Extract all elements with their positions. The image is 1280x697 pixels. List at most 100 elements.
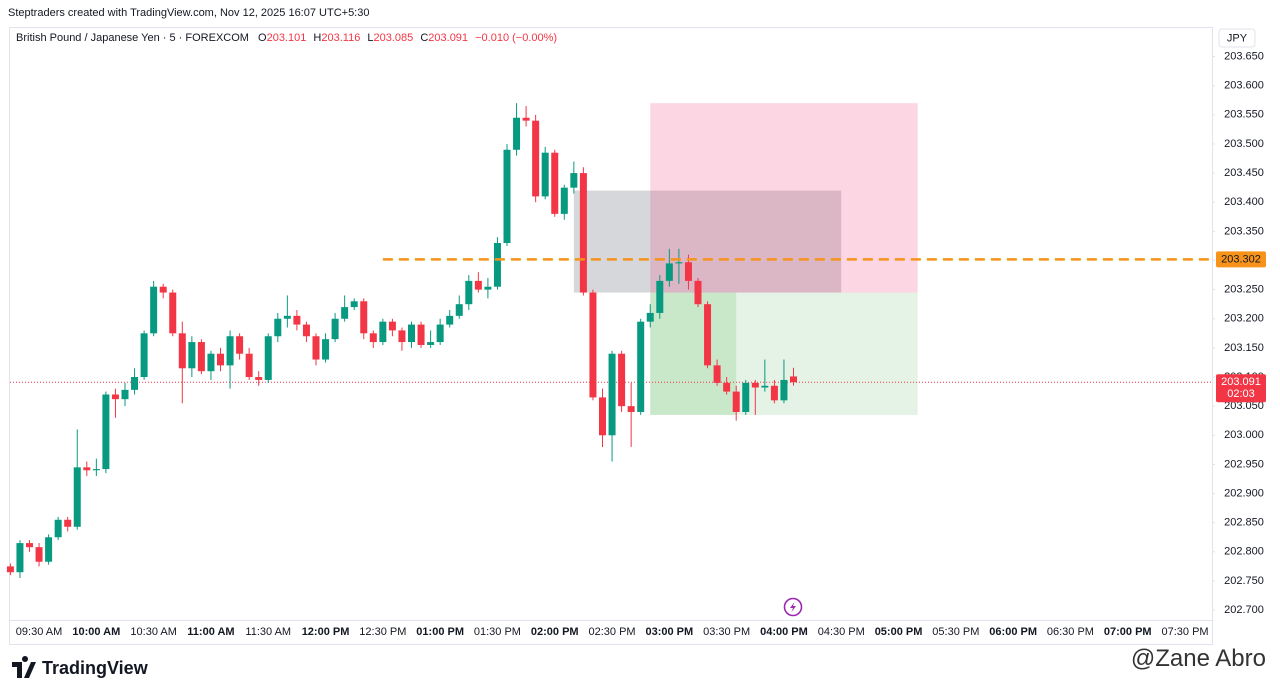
y-tick-label: 202.850: [1224, 517, 1264, 529]
candle-body: [751, 382, 759, 388]
y-tick-label: 203.150: [1224, 342, 1264, 354]
y-tick-label: 203.400: [1224, 196, 1264, 208]
candle-body: [16, 543, 24, 573]
x-tick-label: 02:00 PM: [531, 626, 579, 638]
candle-body: [379, 321, 387, 343]
y-tick-label: 202.750: [1224, 575, 1264, 587]
candle-body: [350, 301, 358, 308]
candle-body: [264, 336, 272, 380]
candle-body: [474, 280, 482, 290]
candle-body: [245, 353, 253, 378]
candle-body: [226, 336, 234, 366]
y-tick-label: 203.550: [1224, 109, 1264, 121]
candle-body: [312, 336, 320, 360]
position-box: [650, 103, 918, 293]
y-tick-label: 203.600: [1224, 80, 1264, 92]
candle-body: [188, 342, 196, 369]
candle-body: [398, 330, 406, 343]
candle-body: [255, 377, 263, 380]
x-tick-label: 10:30 AM: [130, 626, 176, 638]
candle-body: [646, 312, 654, 322]
candle-body: [493, 243, 501, 287]
candle-body: [73, 467, 81, 527]
legend-change: −0.010 (−0.00%): [475, 32, 558, 44]
last-price-tag: [1216, 374, 1266, 403]
candle-body: [694, 280, 702, 305]
y-tick-label: 202.800: [1224, 546, 1264, 558]
candle-body: [293, 315, 301, 325]
level-tag: [1216, 251, 1266, 268]
brand-logo: [12, 656, 36, 678]
currency-box[interactable]: [1218, 28, 1256, 48]
legend-value: 203.091: [428, 32, 469, 44]
candle-body: [770, 385, 778, 401]
candle-body: [45, 537, 53, 562]
candle-body: [579, 173, 587, 293]
candle-body: [131, 377, 139, 390]
x-tick-label: 05:00 PM: [875, 626, 923, 638]
candle-body: [484, 286, 492, 290]
candle-body: [26, 543, 33, 548]
x-tick-label: 10:00 AM: [72, 626, 120, 638]
x-tick-label: 07:00 PM: [1104, 626, 1152, 638]
candle-body: [6, 566, 14, 573]
legend-key: L: [367, 32, 374, 44]
candle-body: [64, 519, 72, 527]
candle-body: [111, 394, 119, 400]
candle-body: [92, 469, 100, 471]
candle-body: [159, 286, 167, 293]
currency: JPY: [1227, 32, 1248, 44]
y-tick-label: 203.050: [1224, 400, 1264, 412]
candle-body: [656, 280, 664, 313]
symbol-legend: British Pound / Japanese Yen · 5 · FOREX…: [16, 32, 561, 44]
candle-body: [599, 397, 606, 436]
candle-body: [732, 391, 740, 412]
candle-body: [560, 187, 568, 214]
candle-body: [236, 336, 244, 354]
candle-body: [83, 467, 91, 471]
legend-key: H: [313, 32, 322, 44]
candle-body: [675, 262, 683, 264]
countdown: 02:03: [1227, 388, 1255, 400]
candle-body: [532, 120, 540, 197]
level-tag-label: 203.302: [1221, 254, 1261, 266]
candle-body: [427, 342, 435, 345]
candle-body: [360, 301, 368, 334]
candle-body: [408, 324, 415, 343]
legend-key: O: [258, 32, 267, 44]
candle-body: [217, 353, 224, 366]
brand: TradingView: [42, 658, 148, 678]
x-tick-label: 01:00 PM: [416, 626, 464, 638]
candle-body: [627, 406, 635, 412]
credit: Steptraders created with TradingView.com…: [8, 7, 370, 19]
candle-body: [54, 519, 62, 538]
legend-value: 203.085: [373, 32, 414, 44]
legend-key: C: [420, 32, 429, 44]
y-tick-label: 203.200: [1224, 313, 1264, 325]
y-tick-label: 203.500: [1224, 138, 1264, 150]
candle-body: [436, 324, 444, 343]
candle-body: [446, 315, 454, 325]
candle-body: [283, 315, 291, 319]
y-tick-label: 203.450: [1224, 167, 1264, 179]
alert-icon[interactable]: [783, 597, 803, 617]
x-tick-label: 11:00 AM: [187, 626, 234, 638]
candle-body: [102, 394, 110, 470]
candle-body: [388, 321, 396, 331]
candle-body: [322, 339, 330, 360]
candle-body: [684, 262, 692, 281]
candle-body: [465, 280, 473, 305]
y-tick-label: 202.950: [1224, 458, 1264, 470]
candle-body: [35, 547, 43, 562]
candle-body: [665, 263, 673, 281]
position-box: [573, 190, 842, 293]
x-tick-label: 09:30 AM: [16, 626, 62, 638]
y-tick-label: 203.350: [1224, 225, 1264, 237]
x-tick-label: 06:00 PM: [989, 626, 1037, 638]
candle-body: [207, 353, 215, 372]
y-tick-label: 202.900: [1224, 487, 1264, 499]
candle-body: [150, 286, 158, 334]
x-tick-label: 11:30 AM: [245, 626, 291, 638]
